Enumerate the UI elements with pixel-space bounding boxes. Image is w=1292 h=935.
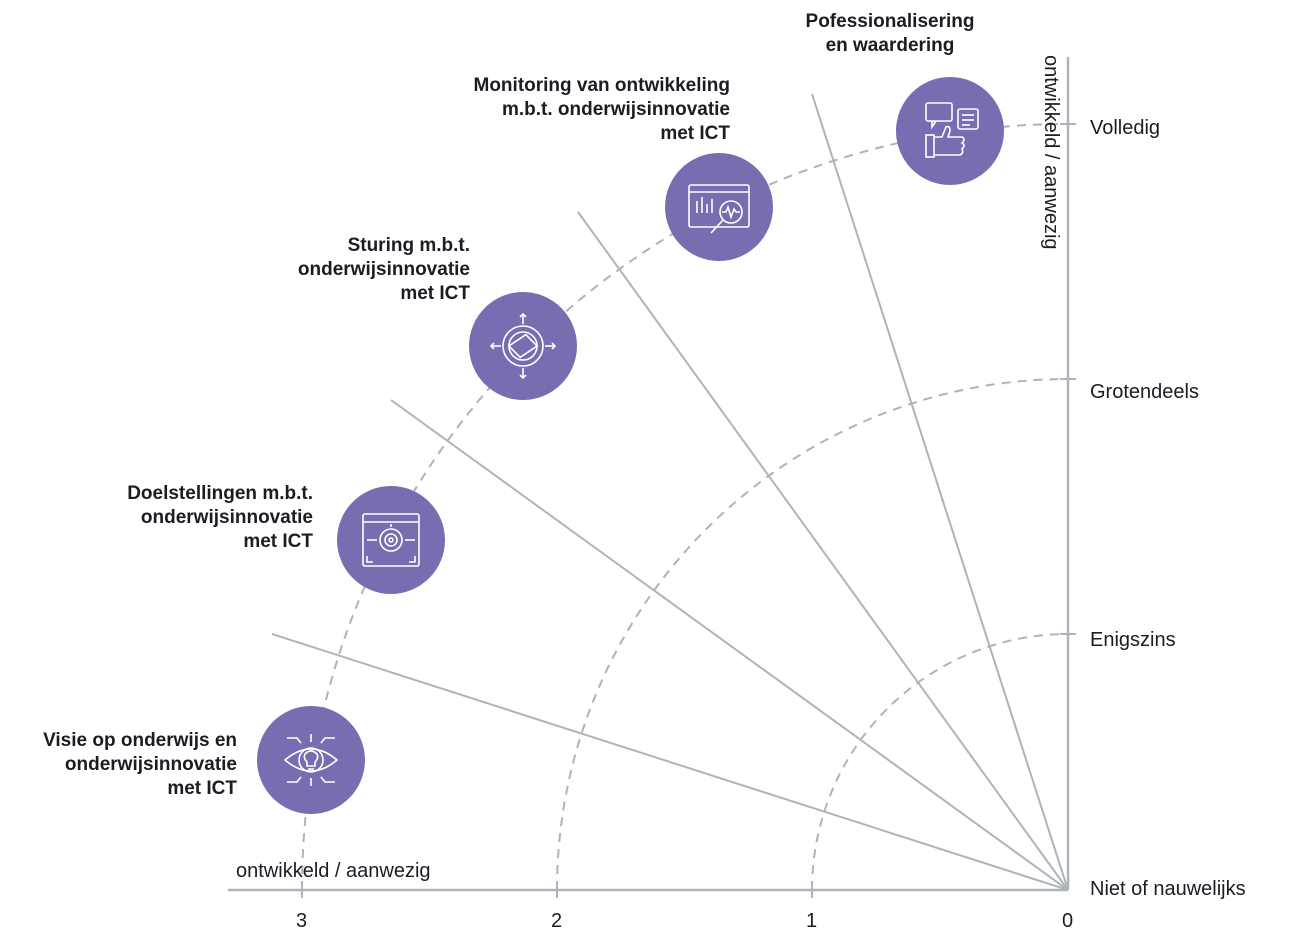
level-label-enigszins: Enigszins [1090, 629, 1176, 651]
dimension-label-visie: Visie op onderwijs en onderwijsinnovatie… [43, 730, 237, 799]
level-label-volledig: Volledig [1090, 117, 1161, 139]
horizontal-axis-label: ontwikkeld / aanwezig [236, 860, 431, 882]
tick-label-1: 1 [806, 910, 818, 932]
sector-divider-3 [577, 211, 1069, 891]
tick-label-3: 3 [296, 910, 308, 932]
level-label-niet: Niet of nauwelijks [1090, 878, 1246, 900]
dimension-label-doelstellingen: Doelstellingen m.b.t. onderwijsinnovatie… [127, 483, 313, 552]
sector-divider-1 [271, 633, 1069, 891]
vertical-axis-label: ontwikkeld / aanwezig [1040, 55, 1062, 250]
analytics-magnifier-icon [665, 153, 773, 261]
sector-divider-4 [811, 93, 1069, 891]
level-arc-grotendeels [556, 378, 1069, 891]
eye-lightbulb-icon [257, 706, 365, 814]
level-label-grotendeels: Grotendeels [1090, 381, 1199, 403]
sector-divider-2 [390, 399, 1069, 891]
level-arc-enigszins [811, 633, 1069, 891]
dimension-label-sturing: Sturing m.b.t. onderwijsinnovatie met IC… [297, 235, 470, 304]
dimension-label-monitoring: Monitoring van ontwikkeling m.b.t. onder… [473, 75, 731, 144]
target-window-icon [337, 486, 445, 594]
tick-label-0: 0 [1062, 910, 1074, 932]
dimension-label-professionalisering: Pofessionalisering en waardering [805, 11, 975, 56]
thumbs-up-rating-icon [896, 77, 1004, 185]
compass-icon [469, 292, 577, 400]
tick-label-2: 2 [551, 910, 563, 932]
